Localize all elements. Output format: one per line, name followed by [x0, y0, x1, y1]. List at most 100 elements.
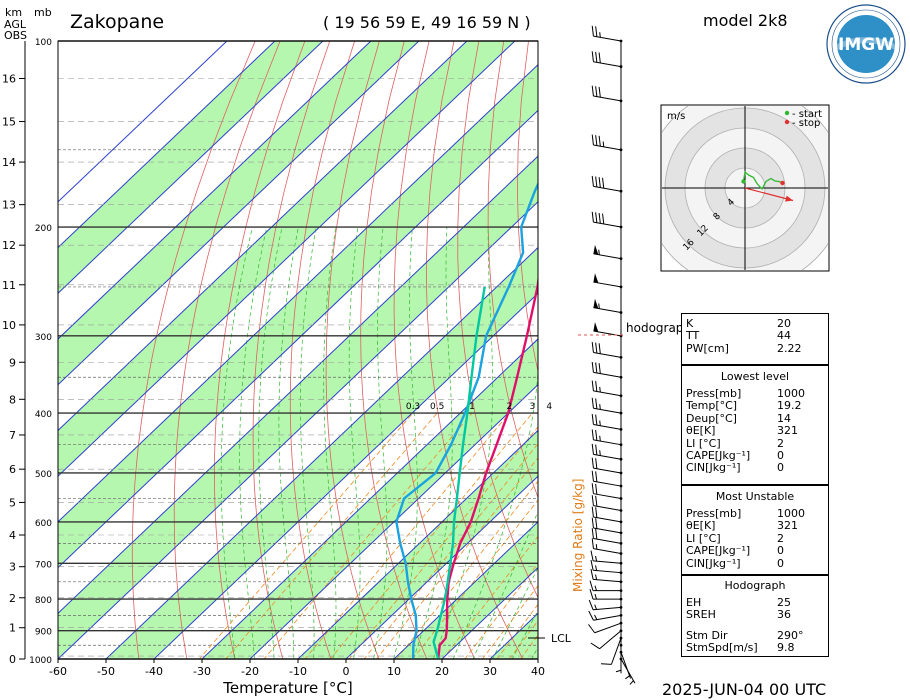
wind-barb [591, 429, 623, 447]
hodograph-start-point [741, 179, 746, 184]
mixing-ratio-line [375, 457, 538, 659]
x-tick-label: 20 [435, 665, 449, 678]
x-tick-label: 10 [387, 665, 401, 678]
isotherm-line [58, 41, 468, 432]
index-label: EH [686, 596, 702, 609]
index-label: Press[mb] [686, 507, 742, 520]
agl-label: AGL [4, 18, 27, 31]
pressure-tick-label: 200 [35, 224, 52, 234]
dry-adiabat [487, 41, 538, 499]
wind-barb [591, 538, 623, 555]
wind-barb [600, 636, 623, 665]
hodograph-indices-panel: Hodograph EH 25 SREH 36 Stm Dir 290° StmSpd… [681, 575, 829, 657]
wind-barb [591, 397, 623, 415]
wind-barb [591, 495, 623, 512]
isotherm-line [58, 41, 324, 294]
index-label: Temp[°C] [686, 399, 738, 413]
index-label: StmSpd[m/s] [686, 641, 758, 655]
x-tick-label: -30 [193, 665, 211, 678]
wind-barb [591, 134, 623, 152]
hodograph-ring-label: 8 [712, 211, 723, 222]
wind-barb [589, 588, 623, 601]
mixing-ratio-line [442, 535, 538, 659]
mixing-ratio-tick-label: 2 [506, 402, 512, 412]
km-label: km [5, 6, 22, 19]
wind-barb [591, 470, 623, 488]
moist-adiabat [239, 226, 268, 659]
index-value: 9.8 [777, 641, 795, 655]
index-value: 14 [777, 411, 791, 425]
km-tick-label: 7 [9, 429, 16, 442]
hodograph-trace [742, 170, 783, 191]
pressure-tick-label: 100 [35, 38, 52, 48]
lcl-label: LCL [551, 632, 572, 645]
hodograph-stop-point [780, 180, 785, 186]
index-value: 321 [777, 424, 798, 438]
x-tick-label: 40 [531, 665, 545, 678]
lowest-level-panel: Lowest level Press[mb] 1000 Temp[°C] 19.2 … [681, 365, 829, 485]
wind-barb [591, 443, 623, 461]
index-value: 0 [777, 544, 784, 558]
mixing-ratio-tick-label: 0.3 [406, 402, 420, 412]
index-label: CIN[Jkg⁻¹] [686, 461, 741, 475]
model-name: model 2k8 [703, 11, 788, 30]
isotherm-line [58, 41, 276, 249]
index-value: 290° [777, 628, 804, 642]
km-tick-label: 11 [2, 279, 16, 292]
pressure-tick-label: 900 [35, 628, 52, 638]
index-value: 0 [777, 556, 784, 570]
dry-adiabat [426, 41, 524, 659]
moist-adiabat [220, 226, 253, 659]
isotherm-line [58, 64, 538, 523]
km-tick-label: 3 [9, 561, 16, 574]
isotherm-line [58, 41, 516, 477]
hodograph-stop-marker [784, 119, 790, 125]
isotherm-line [58, 41, 228, 203]
hodograph-start-label: - start [792, 109, 822, 120]
wind-barb [591, 25, 623, 43]
dry-adiabat [252, 41, 331, 659]
wind-barb [590, 550, 623, 565]
wind-barb [591, 528, 623, 545]
index-label: θE[K] [686, 519, 716, 533]
station-name: Zakopane [70, 11, 164, 33]
mixing-ratio-tick-label: 1 [469, 402, 475, 412]
wind-barb [590, 629, 623, 650]
dry-adiabat [852, 41, 910, 672]
index-label: LI [°C] [686, 531, 721, 545]
km-tick-label: 9 [9, 356, 16, 369]
km-tick-label: 1 [9, 622, 16, 635]
hodograph-indices-title: Hodograph [724, 579, 786, 592]
km-tick-label: 6 [9, 463, 16, 476]
index-label: CAPE[Jkg⁻¹] [686, 544, 751, 558]
pressure-tick-label: 800 [35, 596, 52, 606]
hodograph-start-marker [784, 110, 790, 116]
isotherm-line [58, 41, 372, 340]
index-label: Stm Dir [686, 628, 728, 642]
mb-label: mb [34, 6, 52, 19]
km-tick-label: 5 [9, 496, 16, 509]
x-tick-label: 30 [483, 665, 497, 678]
wind-barb [619, 650, 632, 680]
wind-barb [591, 175, 623, 193]
moist-adiabat [348, 226, 361, 659]
index-value: 2.22 [777, 341, 802, 355]
isotherm-line [58, 201, 538, 659]
wind-barb [591, 517, 623, 535]
wind-barb [591, 457, 623, 475]
wind-barb [588, 599, 623, 611]
dry-adiabat [213, 41, 306, 659]
index-value: 0 [777, 449, 784, 463]
wind-barb [591, 506, 623, 524]
isotherm-band [58, 64, 538, 568]
dry-adiabat [901, 41, 910, 672]
index-label: Press[mb] [686, 387, 742, 400]
wind-barb [591, 85, 623, 103]
indices-general-panel: K 20 TT 44 PW[cm] 2.22 [681, 313, 829, 365]
pressure-tick-label: 1000 [29, 656, 52, 666]
hodograph-stop-label: - stop [792, 118, 820, 129]
index-value: 36 [777, 608, 791, 622]
profile-temperature [437, 274, 538, 659]
